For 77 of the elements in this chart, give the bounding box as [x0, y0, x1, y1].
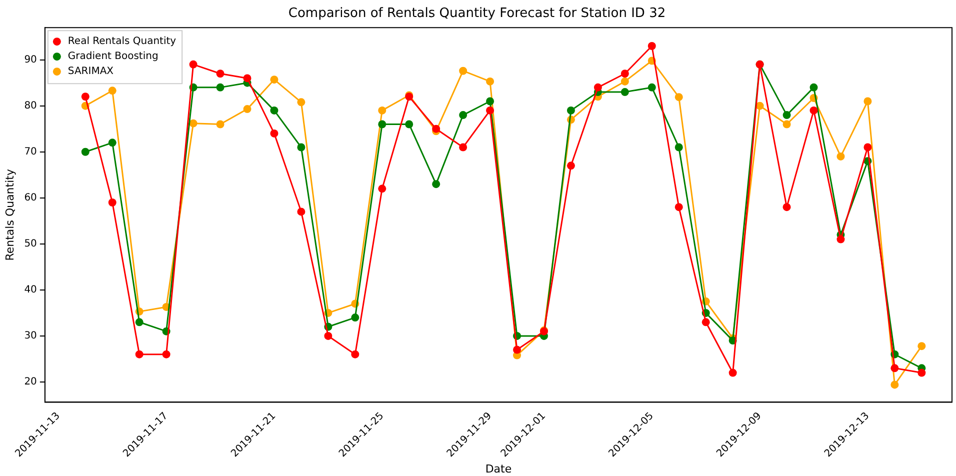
- y-tick-label: 90: [24, 54, 37, 66]
- point: [108, 138, 116, 147]
- point: [620, 70, 629, 78]
- point: [243, 105, 252, 114]
- point: [270, 106, 278, 114]
- point: [216, 70, 224, 78]
- point: [351, 314, 360, 322]
- point: [432, 180, 440, 188]
- legend-label: Gradient Boosting: [68, 51, 158, 62]
- point: [890, 380, 899, 389]
- point: [162, 350, 170, 358]
- chart-title: Comparison of Rentals Quantity Forecast for Station ID 32: [288, 6, 666, 22]
- y-axis-title: Rentals Quantity: [3, 168, 16, 261]
- point: [674, 143, 683, 152]
- point: [432, 124, 440, 133]
- y-tick-label: 20: [24, 376, 37, 388]
- point: [566, 106, 575, 114]
- point: [324, 332, 332, 340]
- point: [459, 143, 468, 152]
- point: [405, 120, 414, 128]
- point: [216, 83, 224, 92]
- point: [648, 83, 656, 92]
- point: [378, 106, 386, 114]
- y-tick-label: 40: [24, 284, 37, 296]
- point: [135, 350, 144, 358]
- point: [728, 368, 737, 377]
- point: [351, 350, 360, 358]
- point: [486, 97, 494, 106]
- point: [378, 184, 386, 193]
- legend-label: SARIMAX: [68, 66, 114, 78]
- point: [81, 92, 90, 101]
- x-axis-title: Date: [485, 462, 512, 476]
- point: [486, 77, 494, 86]
- point: [243, 74, 252, 82]
- point: [810, 106, 818, 114]
- point: [486, 106, 494, 114]
- y-tick-label: 30: [24, 330, 37, 342]
- point: [459, 111, 468, 120]
- point: [864, 97, 872, 106]
- y-tick-label: 60: [24, 192, 37, 204]
- point: [459, 66, 468, 75]
- point: [108, 86, 116, 95]
- point: [674, 93, 683, 102]
- point: [918, 342, 926, 350]
- point: [890, 364, 899, 372]
- point: [81, 148, 90, 156]
- point: [135, 318, 144, 326]
- point: [297, 143, 306, 152]
- point: [216, 120, 224, 128]
- y-tick-label: 70: [24, 146, 37, 158]
- point: [378, 120, 386, 128]
- point: [864, 143, 872, 152]
- y-tick-label: 50: [24, 238, 37, 250]
- point: [810, 83, 818, 92]
- point: [189, 119, 198, 128]
- y-tick-label: 80: [24, 100, 37, 112]
- point: [620, 77, 629, 86]
- point: [297, 98, 306, 106]
- point: [270, 129, 278, 138]
- point: [620, 88, 629, 96]
- point: [513, 346, 522, 354]
- point: [566, 162, 575, 170]
- point: [782, 203, 791, 212]
- point: [702, 318, 710, 326]
- point: [674, 203, 683, 212]
- point: [594, 83, 602, 92]
- point: [782, 120, 791, 128]
- point: [297, 208, 306, 216]
- point: [836, 152, 845, 160]
- point: [648, 42, 656, 50]
- legend-label: Real Rentals Quantity: [68, 36, 176, 48]
- point: [189, 60, 198, 68]
- point: [108, 198, 116, 206]
- point: [270, 76, 278, 84]
- point: [782, 111, 791, 120]
- point: [836, 235, 845, 244]
- point: [918, 368, 926, 377]
